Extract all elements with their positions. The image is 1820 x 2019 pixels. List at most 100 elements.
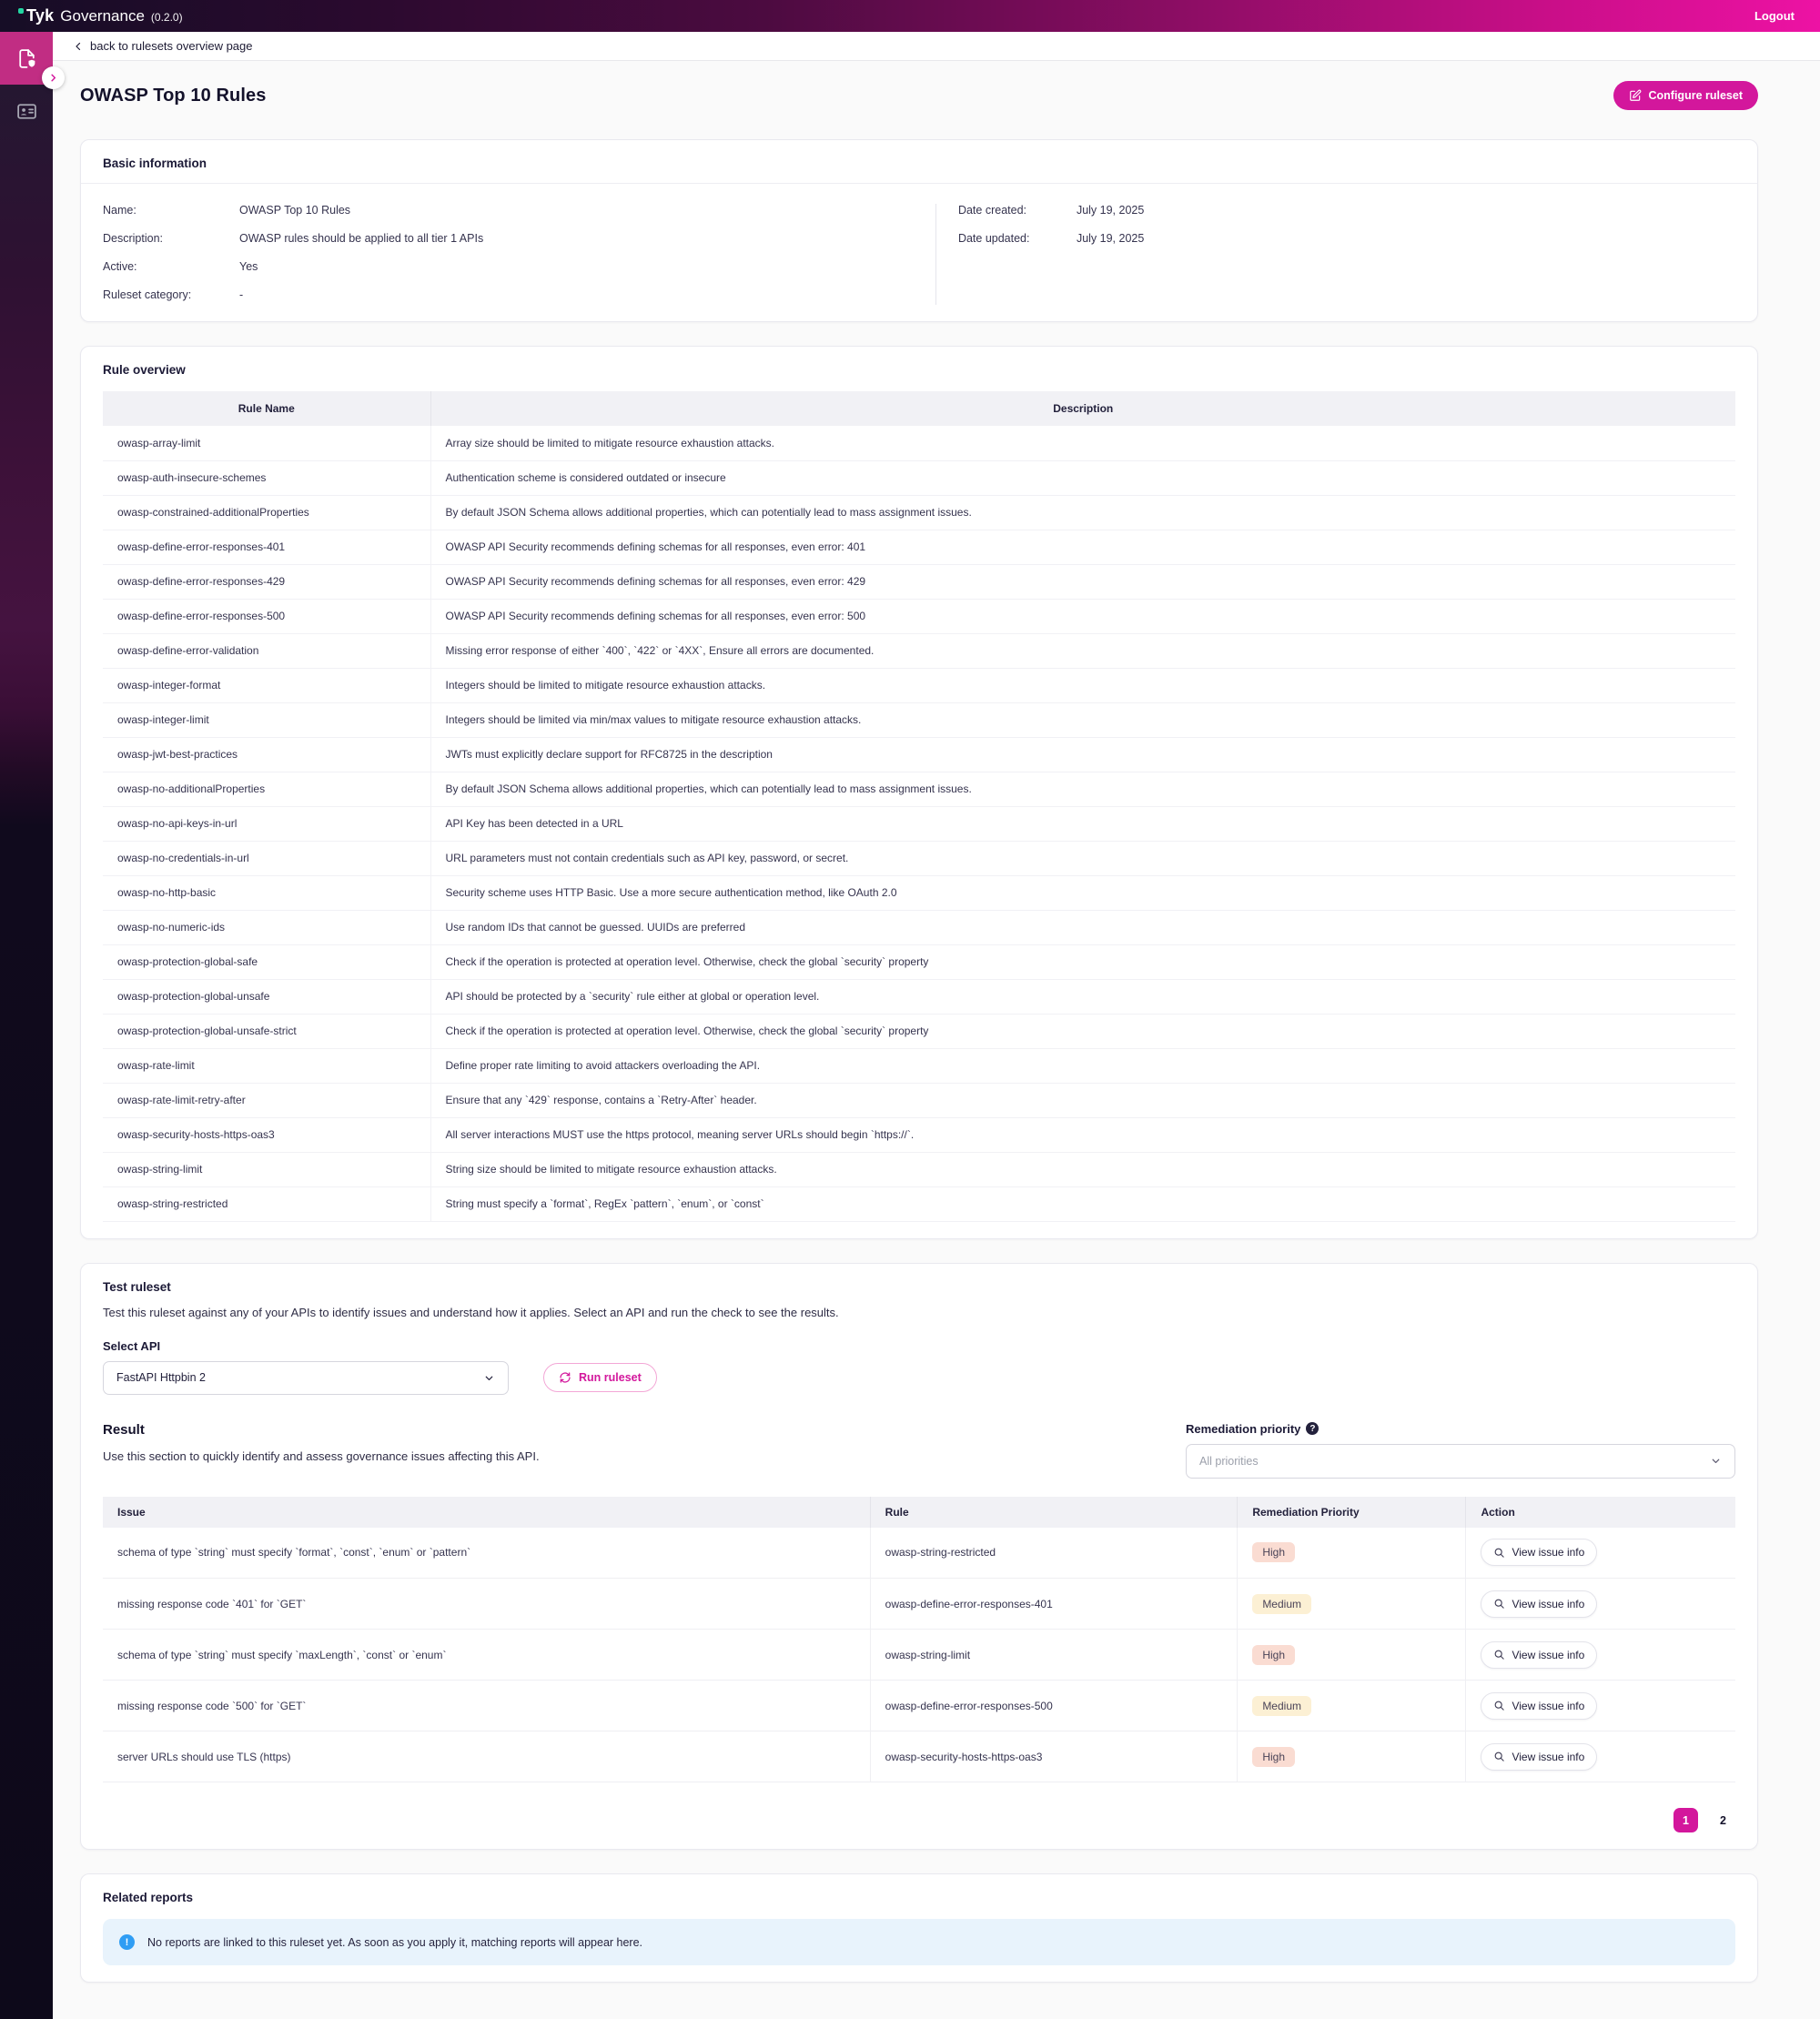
rule-name-cell: owasp-rate-limit [103, 1048, 431, 1084]
table-row: owasp-define-error-validation Missing er… [103, 633, 1735, 669]
run-ruleset-button[interactable]: Run ruleset [543, 1363, 657, 1392]
info-field-label: Date updated: [957, 232, 1030, 245]
rule-description-cell: Integers should be limited via min/max v… [430, 702, 1735, 738]
rule-description-cell: Check if the operation is protected at o… [430, 1014, 1735, 1049]
basic-information-title: Basic information [103, 156, 207, 170]
no-reports-message: No reports are linked to this ruleset ye… [147, 1935, 643, 1949]
view-issue-info-button[interactable]: View issue info [1481, 1742, 1598, 1771]
priority-filter-select[interactable]: All priorities [1186, 1443, 1735, 1479]
action-cell: View issue info [1465, 1527, 1735, 1579]
table-row: owasp-protection-global-safe Check if th… [103, 944, 1735, 980]
info-field-value: - [239, 288, 244, 301]
brand-logo: Tyk Governance (0.2.0) [18, 6, 183, 25]
help-icon[interactable]: ? [1306, 1422, 1320, 1435]
sidebar-expand-toggle[interactable] [42, 66, 65, 89]
search-icon [1493, 1547, 1505, 1559]
table-row: owasp-rate-limit Define proper rate limi… [103, 1048, 1735, 1084]
rule-name-cell: owasp-protection-global-safe [103, 944, 431, 980]
priority-cell: Medium [1237, 1680, 1467, 1731]
view-issue-info-label: View issue info [1512, 1750, 1585, 1763]
basic-info-left-column: Name: OWASP Top 10 Rules Description: OW… [103, 204, 935, 305]
priority-badge: High [1252, 1644, 1295, 1665]
priority-cell: High [1237, 1731, 1467, 1782]
id-card-icon [15, 100, 38, 123]
view-issue-info-label: View issue info [1512, 1699, 1585, 1712]
info-field-label: Ruleset category: [103, 288, 192, 301]
top-bar: Tyk Governance (0.2.0) Logout [0, 0, 1820, 32]
run-ruleset-label: Run ruleset [579, 1371, 642, 1384]
priority-cell: Medium [1237, 1578, 1467, 1630]
test-ruleset-title: Test ruleset [103, 1279, 171, 1294]
view-issue-info-label: View issue info [1512, 1597, 1585, 1610]
info-field-label: Date created: [957, 204, 1026, 217]
table-row: owasp-no-credentials-in-url URL paramete… [103, 841, 1735, 876]
rule-description-cell: By default JSON Schema allows additional… [430, 495, 1735, 530]
chevron-down-icon [483, 1372, 495, 1384]
rule-name-cell: owasp-no-additionalProperties [103, 772, 431, 807]
rule-name-cell: owasp-integer-format [103, 668, 431, 703]
rule-cell: owasp-define-error-responses-500 [870, 1680, 1239, 1731]
column-header-rule-name: Rule Name [103, 391, 431, 426]
action-cell: View issue info [1465, 1731, 1735, 1782]
back-link[interactable]: back to rulesets overview page [53, 32, 1820, 61]
sidebar-item-rulesets[interactable] [0, 32, 53, 85]
refresh-icon [559, 1371, 571, 1384]
rule-description-cell: Integers should be limited to mitigate r… [430, 668, 1735, 703]
table-row: missing response code `401` for `GET` ow… [103, 1578, 1735, 1630]
pagination-page-1[interactable]: 1 [1673, 1808, 1698, 1832]
issue-cell: missing response code `500` for `GET` [103, 1680, 871, 1731]
priority-cell: High [1237, 1527, 1467, 1579]
rule-name-cell: owasp-array-limit [103, 426, 431, 461]
sidebar-item-api-catalog[interactable] [0, 85, 53, 137]
logout-button[interactable]: Logout [1754, 9, 1795, 23]
view-issue-info-label: View issue info [1512, 1546, 1585, 1560]
rule-description-cell: API Key has been detected in a URL [430, 806, 1735, 842]
action-cell: View issue info [1465, 1680, 1735, 1731]
sidebar [0, 32, 65, 2019]
view-issue-info-button[interactable]: View issue info [1481, 1539, 1598, 1567]
column-header-issue: Issue [103, 1496, 871, 1528]
rule-name-cell: owasp-integer-limit [103, 702, 431, 738]
issues-table-body: schema of type `string` must specify `fo… [103, 1527, 1735, 1782]
table-row: owasp-no-http-basic Security scheme uses… [103, 875, 1735, 911]
chevron-down-icon [1710, 1455, 1722, 1467]
info-field-value: July 19, 2025 [1076, 204, 1145, 217]
table-row: server URLs should use TLS (https) owasp… [103, 1731, 1735, 1782]
page-content: OWASP Top 10 Rules Configure ruleset Bas… [53, 61, 1820, 2019]
rule-name-cell: owasp-no-credentials-in-url [103, 841, 431, 876]
view-issue-info-button[interactable]: View issue info [1481, 1640, 1598, 1669]
rule-cell: owasp-security-hosts-https-oas3 [870, 1731, 1239, 1782]
rule-name-cell: owasp-define-error-validation [103, 633, 431, 669]
rule-name-cell: owasp-constrained-additionalProperties [103, 495, 431, 530]
info-icon: ! [119, 1934, 135, 1950]
table-row: owasp-security-hosts-https-oas3 All serv… [103, 1117, 1735, 1153]
main-area: back to rulesets overview page OWASP Top… [53, 32, 1820, 2019]
action-cell: View issue info [1465, 1578, 1735, 1630]
test-ruleset-card: Test ruleset Test this ruleset against a… [80, 1262, 1758, 1850]
rule-description-cell: OWASP API Security recommends defining s… [430, 564, 1735, 600]
edit-icon [1629, 89, 1642, 102]
rule-name-cell: owasp-rate-limit-retry-after [103, 1083, 431, 1118]
table-row: schema of type `string` must specify `ma… [103, 1629, 1735, 1681]
pagination-page-2[interactable]: 2 [1720, 1813, 1726, 1827]
view-issue-info-button[interactable]: View issue info [1481, 1590, 1598, 1618]
rule-name-cell: owasp-no-http-basic [103, 875, 431, 911]
priority-badge: Medium [1252, 1593, 1311, 1614]
api-select[interactable]: FastAPI Httpbin 2 [103, 1360, 509, 1395]
info-field-label: Active: [103, 260, 137, 273]
view-issue-info-button[interactable]: View issue info [1481, 1691, 1598, 1720]
table-row: owasp-no-api-keys-in-url API Key has bee… [103, 806, 1735, 842]
rule-name-cell: owasp-protection-global-unsafe-strict [103, 1014, 431, 1049]
version-label: (0.2.0) [150, 11, 183, 24]
chevron-right-icon [48, 73, 58, 83]
rule-name-cell: owasp-no-api-keys-in-url [103, 806, 431, 842]
test-ruleset-description: Test this ruleset against any of your AP… [103, 1305, 839, 1319]
info-field-value: July 19, 2025 [1076, 232, 1145, 245]
remediation-priority-filter-label: Remediation priority [1186, 1421, 1301, 1436]
configure-ruleset-button[interactable]: Configure ruleset [1613, 81, 1758, 110]
rule-name-cell: owasp-jwt-best-practices [103, 737, 431, 772]
table-row: owasp-constrained-additionalProperties B… [103, 495, 1735, 530]
info-field-row: Active: Yes [103, 260, 935, 273]
table-row: owasp-protection-global-unsafe API shoul… [103, 979, 1735, 1015]
rule-description-cell: OWASP API Security recommends defining s… [430, 530, 1735, 565]
